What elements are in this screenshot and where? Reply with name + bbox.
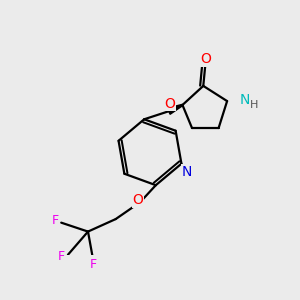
Text: O: O [164, 97, 175, 111]
Text: H: H [249, 100, 258, 110]
Text: F: F [58, 250, 65, 263]
Text: N: N [240, 93, 250, 107]
Text: F: F [51, 214, 58, 227]
Polygon shape [167, 104, 183, 114]
Text: F: F [90, 258, 97, 271]
Text: O: O [133, 193, 143, 207]
Text: O: O [200, 52, 211, 66]
Text: N: N [182, 165, 192, 179]
